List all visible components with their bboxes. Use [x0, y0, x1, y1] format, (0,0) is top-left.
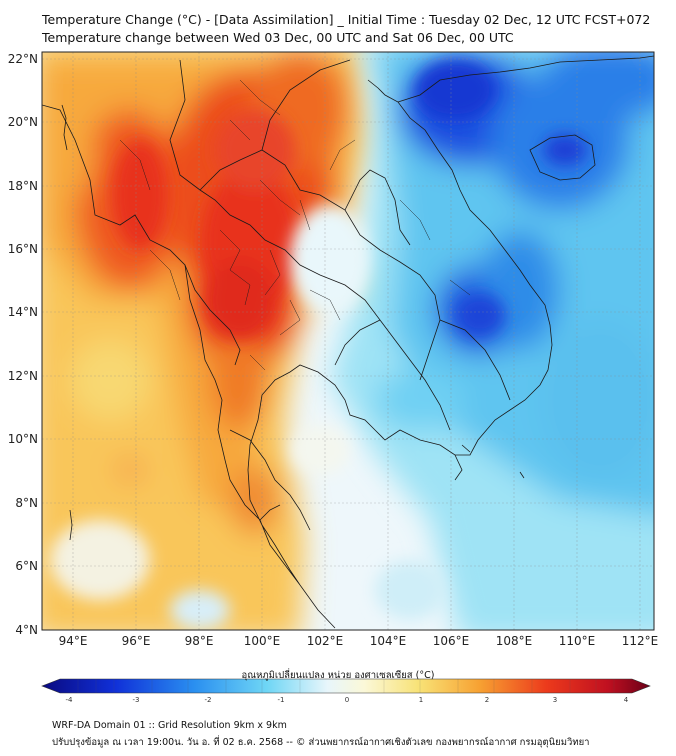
lat-label: 6°N [15, 559, 38, 573]
lon-label: 98°E [185, 634, 214, 648]
lon-label: 94°E [59, 634, 88, 648]
lat-label: 18°N [8, 179, 38, 193]
lon-label: 100°E [244, 634, 281, 648]
colorbar-tick: -3 [133, 696, 140, 704]
map-title: Temperature Change (°C) - [Data Assimila… [42, 12, 651, 27]
temperature-field [42, 52, 654, 630]
colorbar-tick: 3 [553, 696, 557, 704]
map-subtitle: Temperature change between Wed 03 Dec, 0… [42, 30, 514, 45]
lon-label: 108°E [496, 634, 533, 648]
lat-label: 22°N [8, 52, 38, 66]
hainan-island [529, 134, 596, 181]
lon-label: 112°E [622, 634, 659, 648]
lon-label: 106°E [433, 634, 470, 648]
vietnam-coast-islands [454, 444, 525, 481]
lon-label: 104°E [370, 634, 407, 648]
colorbar-tick: -2 [205, 696, 212, 704]
lat-label: 8°N [15, 496, 38, 510]
colorbar-tick: -4 [66, 696, 74, 704]
colorbar-gradient [41, 678, 651, 694]
lon-label: 96°E [122, 634, 151, 648]
colorbar-label: อุณหภูมิเปลี่ยนแปลง หน่วย องศาเซลเซียส (… [241, 670, 435, 681]
lon-axis: 94°E 96°E 98°E 100°E 102°E 104°E 106°E 1… [59, 634, 659, 648]
colorbar-tick: 2 [485, 696, 489, 704]
province-borders [119, 79, 471, 371]
graticule [42, 52, 654, 630]
colorbar-tick: -1 [278, 696, 285, 704]
lat-label: 10°N [8, 432, 38, 446]
colorbar: -4 -3 -2 -1 0 1 2 3 4 [41, 678, 651, 704]
andaman-islands [61, 104, 73, 541]
footer-update-info: ปรับปรุงข้อมูล ณ เวลา 19:00น. วัน อ. ที่… [52, 737, 590, 748]
lat-label: 16°N [8, 242, 38, 256]
colorbar-tick: 4 [624, 696, 629, 704]
lon-label: 110°E [559, 634, 596, 648]
lat-label: 20°N [8, 115, 38, 129]
lon-label: 102°E [307, 634, 344, 648]
plot-frame [41, 51, 655, 631]
mainland-coastline [42, 55, 654, 629]
country-borders [169, 59, 511, 531]
colorbar-tick: 0 [345, 696, 349, 704]
lat-axis: 22°N 20°N 18°N 16°N 14°N 12°N 10°N 8°N 6… [8, 52, 38, 637]
cool-anomaly-region [330, 52, 654, 630]
lat-label: 4°N [15, 623, 38, 637]
colorbar-segments [77, 679, 615, 693]
footer-model-info: WRF-DA Domain 01 :: Grid Resolution 9km … [52, 720, 287, 731]
coastlines-and-borders [42, 55, 654, 629]
colorbar-tick: 1 [419, 696, 423, 704]
lat-label: 14°N [8, 305, 38, 319]
lat-label: 12°N [8, 369, 38, 383]
